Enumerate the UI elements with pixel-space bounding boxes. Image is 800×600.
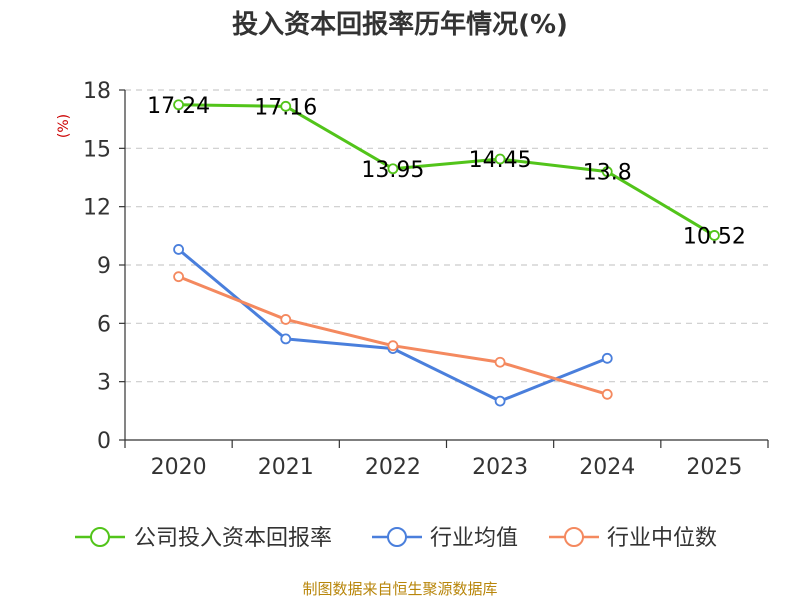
- y-tick-label-6: 6: [97, 312, 111, 337]
- legend-label-0: 公司投入资本回报率: [134, 526, 332, 551]
- x-tick-label-2020: 2020: [151, 455, 207, 480]
- series-line-0: [178, 103, 716, 237]
- series-line-2: [178, 275, 608, 396]
- data-point-1-2023: [494, 395, 506, 407]
- legend-item-2: 行业中位数: [549, 526, 717, 551]
- data-labels: 17.24 17.16 13.95 14.45 13.8 10.52: [147, 94, 746, 250]
- y-tick-label-12: 12: [83, 196, 111, 221]
- data-label-0-2025: 10.52: [683, 224, 746, 249]
- data-point-0-2020: [173, 99, 184, 111]
- legend-marker-2: [564, 527, 584, 547]
- legend-item-0: 公司投入资本回报率: [75, 526, 332, 551]
- legend: 公司投入资本回报率 行业均值 行业中位数: [75, 526, 717, 551]
- data-point-2-2024: [601, 388, 613, 400]
- chart-title: 投入资本回报率历年情况(%): [232, 9, 568, 40]
- axes: 0 3 6 9 12 15 18 2020 2021 2022 2023 2024 2025: [83, 79, 769, 480]
- data-point-1-2024: [601, 352, 613, 364]
- source-note: 制图数据来自恒生聚源数据库: [302, 580, 497, 598]
- x-tick-label-2022: 2022: [365, 455, 421, 480]
- x-tick-label-2025: 2025: [686, 455, 742, 480]
- y-tick-label-18: 18: [83, 79, 111, 104]
- x-tick-label-2021: 2021: [258, 455, 314, 480]
- x-tick-label-2024: 2024: [579, 455, 635, 480]
- y-tick-label-0: 0: [97, 429, 111, 454]
- data-point-0-2021: [280, 100, 292, 112]
- series-0: [173, 99, 720, 241]
- y-tick-label-15: 15: [83, 137, 111, 162]
- data-point-0-2022: [387, 163, 399, 175]
- data-point-1-2021: [280, 333, 292, 345]
- legend-marker-0: [90, 527, 110, 547]
- data-point-2-2020: [173, 271, 184, 283]
- legend-label-2: 行业中位数: [607, 526, 717, 551]
- series-layer: [173, 99, 720, 407]
- x-tick-label-2023: 2023: [472, 455, 528, 480]
- legend-item-1: 行业均值: [372, 526, 518, 551]
- data-label-0-2024: 13.8: [583, 161, 632, 186]
- data-label-0-2020: 17.24: [147, 94, 210, 119]
- data-point-2-2021: [280, 314, 292, 325]
- legend-label-1: 行业均值: [430, 526, 518, 551]
- data-label-0-2023: 14.45: [469, 148, 532, 173]
- grid-lines: [125, 89, 768, 383]
- y-tick-label-9: 9: [97, 254, 111, 279]
- data-point-2-2023: [494, 356, 506, 368]
- series-line-1: [177, 248, 608, 403]
- data-point-2-2022: [387, 340, 399, 352]
- y-tick-label-3: 3: [97, 371, 111, 396]
- series-2: [173, 271, 613, 400]
- y-axis-label: (%): [56, 114, 72, 138]
- data-point-0-2023: [494, 153, 506, 165]
- data-point-1-2020: [173, 244, 184, 255]
- data-label-0-2021: 17.16: [254, 95, 317, 120]
- data-point-0-2024: [601, 166, 613, 178]
- legend-marker-1: [387, 527, 407, 547]
- data-point-0-2025: [709, 230, 720, 241]
- data-label-0-2022: 13.95: [361, 158, 424, 183]
